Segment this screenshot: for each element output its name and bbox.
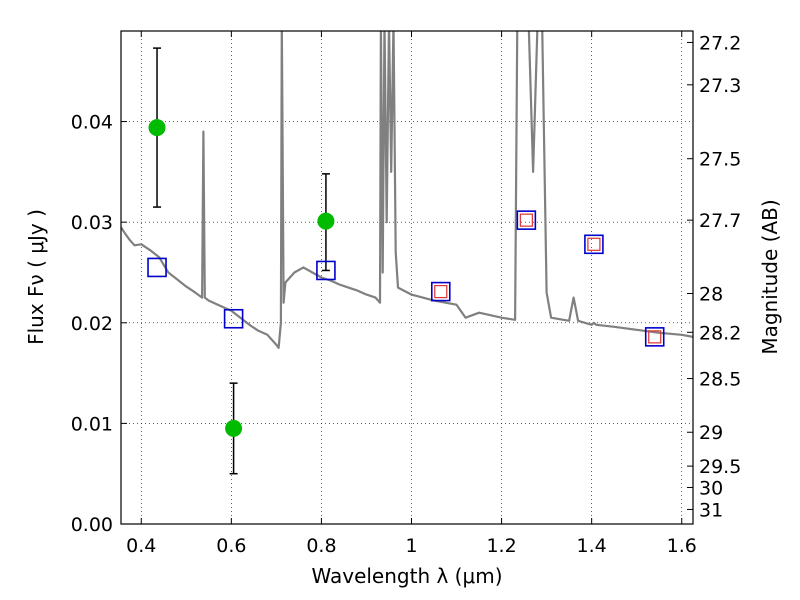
y-tick-label: 0.02 (71, 313, 113, 335)
y-tick-label: 0.03 (71, 212, 113, 234)
grid-layer (121, 31, 693, 525)
x-tick-label: 1.6 (667, 535, 697, 557)
model-band-inner-square (587, 237, 601, 251)
y2-tick-label: 28.5 (699, 369, 741, 391)
y2-tick-label: 27.5 (699, 149, 741, 171)
y-tick-label: 0.00 (71, 514, 113, 536)
x-axis-title: Wavelength λ (μm) (311, 564, 502, 588)
x-tick-label: 1.2 (486, 535, 516, 557)
y2-tick-label: 29 (699, 422, 723, 444)
y-tick-label: 0.04 (71, 112, 113, 134)
observed-point (317, 212, 335, 230)
y2-tick-label: 28.2 (699, 322, 741, 344)
x-axis: 0.4 0.6 0.8 1 1.2 1.4 1.6 (126, 31, 697, 557)
y2-tick-label: 30 (699, 477, 723, 499)
y-axis-title: Flux Fν ( μJy ) (24, 209, 48, 345)
y2-axis-title: Magnitude (AB) (758, 199, 782, 354)
marker-layer (147, 47, 665, 475)
y2-tick-label: 27.7 (699, 210, 741, 232)
y2-tick-label: 27.3 (699, 75, 741, 97)
model-band-inner-square (519, 213, 533, 227)
y-tick-label: 0.01 (71, 413, 113, 435)
y-axis: 0.00 0.01 0.02 0.03 0.04 (71, 112, 127, 536)
plot-frame (120, 30, 694, 525)
model-spectrum-line (121, 31, 693, 349)
model-band-square (516, 210, 537, 230)
model-band-square (316, 260, 336, 281)
model-band-square (584, 234, 604, 255)
model-band-square (644, 327, 665, 347)
model-band-inner-square (434, 284, 448, 299)
x-tick-label: 0.8 (306, 535, 336, 557)
model-band-square (147, 257, 167, 278)
x-tick-label: 1.4 (577, 535, 607, 557)
x-tick-label: 0.6 (216, 535, 246, 557)
x-tick-label: 0.4 (126, 535, 156, 557)
observed-point (148, 119, 166, 137)
x-tick-label: 1 (405, 535, 417, 557)
observed-point (225, 419, 243, 437)
model-band-square (430, 281, 451, 302)
y2-tick-label: 31 (699, 499, 723, 521)
spectrum-layer (121, 31, 693, 349)
y2-tick-label: 28 (699, 284, 723, 306)
y2-tick-label: 27.2 (699, 32, 741, 54)
y2-tick-label: 29.5 (699, 456, 741, 478)
model-band-inner-square (648, 330, 662, 344)
model-band-square (223, 308, 244, 329)
